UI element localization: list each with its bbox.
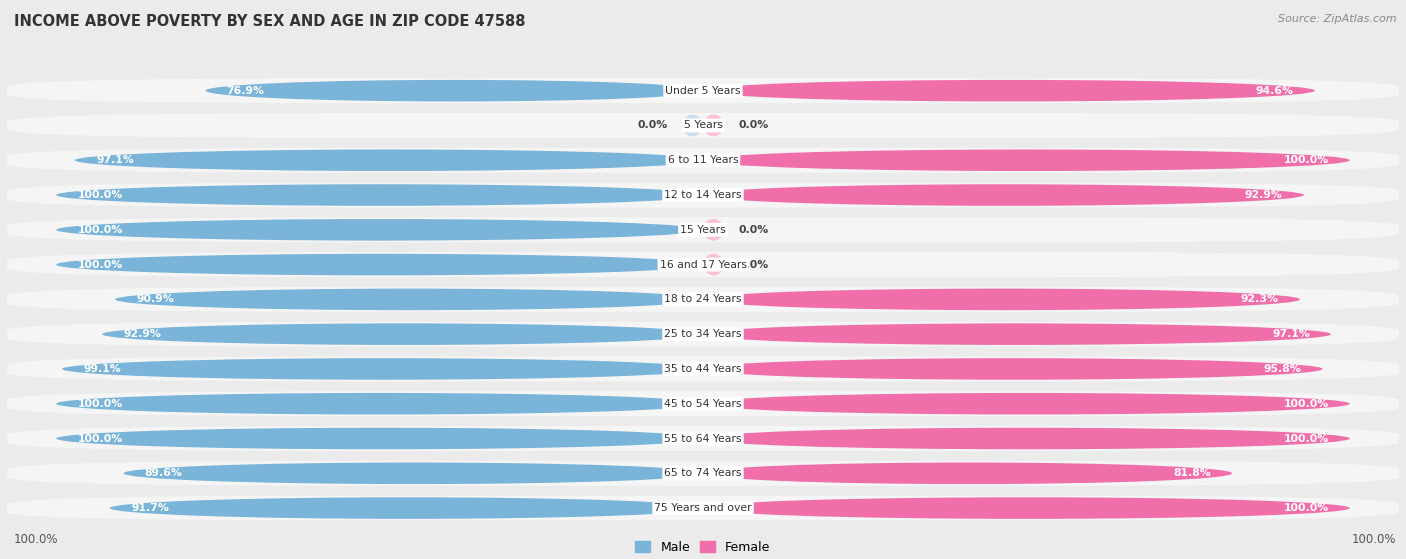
Text: 92.9%: 92.9%	[124, 329, 162, 339]
Text: 100.0%: 100.0%	[1351, 533, 1396, 546]
Legend: Male, Female: Male, Female	[630, 536, 776, 559]
Ellipse shape	[703, 428, 1350, 449]
Text: 92.3%: 92.3%	[1241, 295, 1279, 305]
Ellipse shape	[703, 80, 1315, 102]
Text: 97.1%: 97.1%	[96, 155, 134, 165]
Text: 6 to 11 Years: 6 to 11 Years	[668, 155, 738, 165]
Text: 55 to 64 Years: 55 to 64 Years	[664, 433, 742, 443]
Ellipse shape	[103, 323, 703, 345]
Text: 92.9%: 92.9%	[1244, 190, 1282, 200]
Text: 0.0%: 0.0%	[637, 120, 668, 130]
Ellipse shape	[682, 115, 703, 136]
Ellipse shape	[115, 288, 703, 310]
Ellipse shape	[703, 115, 724, 136]
Text: 16 and 17 Years: 16 and 17 Years	[659, 259, 747, 269]
Text: 90.9%: 90.9%	[136, 295, 174, 305]
Ellipse shape	[703, 254, 724, 276]
Ellipse shape	[703, 358, 1323, 380]
Ellipse shape	[56, 254, 703, 276]
Text: Source: ZipAtlas.com: Source: ZipAtlas.com	[1278, 14, 1396, 24]
Text: 15 Years: 15 Years	[681, 225, 725, 235]
Text: 5 Years: 5 Years	[683, 120, 723, 130]
Ellipse shape	[703, 498, 1350, 519]
Text: 100.0%: 100.0%	[14, 533, 59, 546]
Text: 100.0%: 100.0%	[1284, 503, 1329, 513]
Ellipse shape	[703, 288, 1301, 310]
Text: 94.6%: 94.6%	[1256, 86, 1294, 96]
FancyBboxPatch shape	[7, 182, 1399, 207]
Ellipse shape	[56, 393, 703, 415]
Text: 100.0%: 100.0%	[77, 259, 122, 269]
Ellipse shape	[56, 219, 703, 240]
Text: 75 Years and over: 75 Years and over	[654, 503, 752, 513]
Text: 12 to 14 Years: 12 to 14 Years	[664, 190, 742, 200]
FancyBboxPatch shape	[7, 461, 1399, 486]
Text: 65 to 74 Years: 65 to 74 Years	[664, 468, 742, 479]
Text: 100.0%: 100.0%	[77, 399, 122, 409]
Text: 0.0%: 0.0%	[738, 120, 769, 130]
Ellipse shape	[703, 323, 1331, 345]
Text: 100.0%: 100.0%	[1284, 399, 1329, 409]
Text: 100.0%: 100.0%	[1284, 155, 1329, 165]
FancyBboxPatch shape	[7, 357, 1399, 381]
Ellipse shape	[62, 358, 703, 380]
Ellipse shape	[703, 219, 724, 240]
FancyBboxPatch shape	[7, 287, 1399, 312]
Ellipse shape	[703, 149, 1350, 171]
Ellipse shape	[205, 80, 703, 102]
Text: 99.1%: 99.1%	[83, 364, 121, 374]
Text: 95.8%: 95.8%	[1264, 364, 1302, 374]
FancyBboxPatch shape	[7, 426, 1399, 451]
Text: 76.9%: 76.9%	[226, 86, 264, 96]
Ellipse shape	[56, 184, 703, 206]
FancyBboxPatch shape	[7, 148, 1399, 173]
Text: 35 to 44 Years: 35 to 44 Years	[664, 364, 742, 374]
FancyBboxPatch shape	[7, 495, 1399, 520]
Text: 81.8%: 81.8%	[1173, 468, 1211, 479]
Text: 91.7%: 91.7%	[131, 503, 169, 513]
Text: 100.0%: 100.0%	[77, 225, 122, 235]
Text: 18 to 24 Years: 18 to 24 Years	[664, 295, 742, 305]
Ellipse shape	[110, 498, 703, 519]
FancyBboxPatch shape	[7, 321, 1399, 347]
Ellipse shape	[703, 393, 1350, 415]
Ellipse shape	[703, 184, 1303, 206]
Text: 0.0%: 0.0%	[738, 225, 769, 235]
Text: 25 to 34 Years: 25 to 34 Years	[664, 329, 742, 339]
Ellipse shape	[124, 462, 703, 484]
FancyBboxPatch shape	[7, 391, 1399, 416]
FancyBboxPatch shape	[7, 217, 1399, 243]
FancyBboxPatch shape	[7, 252, 1399, 277]
Ellipse shape	[56, 428, 703, 449]
Text: 100.0%: 100.0%	[1284, 433, 1329, 443]
Text: Under 5 Years: Under 5 Years	[665, 86, 741, 96]
FancyBboxPatch shape	[7, 78, 1399, 103]
Ellipse shape	[703, 462, 1232, 484]
Ellipse shape	[75, 149, 703, 171]
Text: 100.0%: 100.0%	[77, 190, 122, 200]
Text: 0.0%: 0.0%	[738, 259, 769, 269]
Text: 45 to 54 Years: 45 to 54 Years	[664, 399, 742, 409]
Text: 100.0%: 100.0%	[77, 433, 122, 443]
FancyBboxPatch shape	[7, 113, 1399, 138]
Text: 89.6%: 89.6%	[145, 468, 183, 479]
Text: 97.1%: 97.1%	[1272, 329, 1310, 339]
Text: INCOME ABOVE POVERTY BY SEX AND AGE IN ZIP CODE 47588: INCOME ABOVE POVERTY BY SEX AND AGE IN Z…	[14, 14, 526, 29]
